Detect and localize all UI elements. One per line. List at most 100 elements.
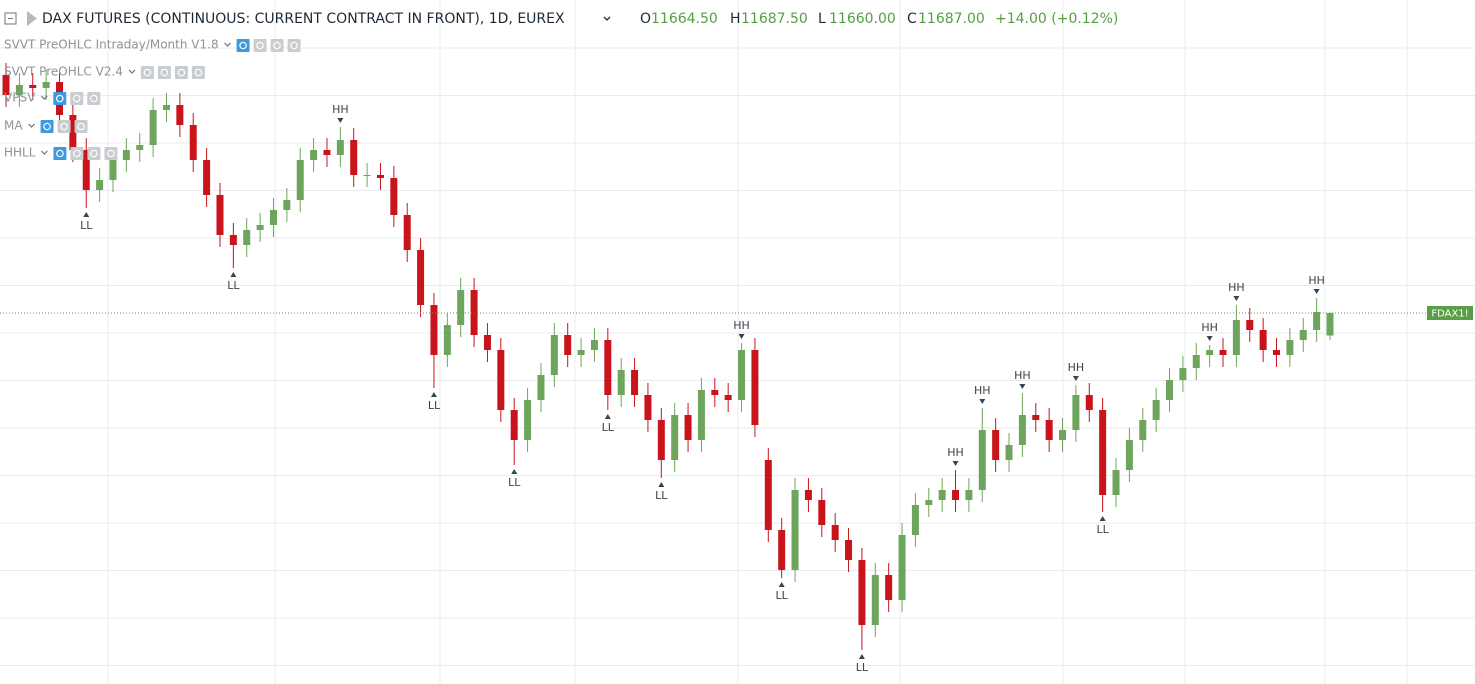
marker-arrow [604, 414, 611, 419]
candle-body [831, 525, 839, 540]
indicator-dropdown[interactable] [40, 150, 48, 155]
marker-arrow [511, 469, 518, 474]
indicator-button-glyph [290, 41, 298, 50]
indicator-button[interactable] [70, 92, 84, 105]
indicator-button[interactable] [270, 39, 284, 52]
candle-body [336, 140, 344, 155]
indicator-button[interactable] [57, 120, 71, 133]
indicator-dropdown[interactable] [224, 42, 232, 47]
candle-body [376, 175, 384, 178]
candle-body [1299, 330, 1307, 340]
indicator-button-glyph [107, 149, 115, 158]
indicator-dropdown[interactable] [28, 123, 35, 128]
pivot-label: HH [1228, 281, 1245, 294]
candle-body [216, 195, 224, 235]
ohlc-name: C [907, 11, 917, 27]
indicator-button-glyph [143, 68, 152, 77]
candle-body [871, 575, 879, 625]
candle-body [430, 305, 438, 355]
indicator-button-glyph [273, 41, 281, 50]
indicator-button[interactable] [140, 66, 154, 79]
indicator-row: MA [4, 119, 88, 133]
indicator-button-glyph [90, 149, 98, 158]
candle-body [1045, 420, 1053, 440]
price-tag: FDAX1! [1431, 309, 1468, 320]
candle-body [497, 350, 505, 410]
marker-arrow [1019, 384, 1026, 389]
indicator-button[interactable] [87, 147, 101, 160]
candle-body [711, 390, 719, 395]
candle-body [791, 490, 799, 570]
title-dropdown[interactable] [603, 16, 611, 21]
candle-body [537, 375, 545, 400]
candle-body [1286, 340, 1294, 355]
marker-arrow [979, 399, 986, 404]
candle-body [738, 350, 746, 400]
indicator-row: VPSV [4, 91, 101, 105]
candle-body [189, 125, 197, 160]
candle-body [310, 150, 318, 160]
candle-body [992, 430, 1000, 460]
indicator-button[interactable] [53, 147, 67, 160]
indicator-dropdown[interactable] [40, 95, 48, 100]
candle-body [256, 225, 264, 230]
marker-arrow [738, 334, 745, 339]
candle-body [1166, 380, 1174, 400]
candle-body [243, 230, 251, 245]
collapse-icon[interactable] [4, 12, 17, 25]
indicator-row: SVVT PreOHLC V2.4 [4, 65, 205, 79]
marker-arrow [83, 212, 90, 217]
candle-body [644, 395, 652, 420]
candle-body [109, 160, 117, 180]
candle-body [925, 500, 933, 505]
candle-body [858, 560, 866, 625]
indicator-button[interactable] [74, 120, 88, 133]
pivot-label: LL [602, 421, 615, 434]
indicator-button[interactable] [174, 66, 188, 79]
candle-body [577, 350, 585, 355]
indicator-button[interactable] [253, 39, 267, 52]
chart-title: DAX FUTURES (CONTINUOUS: CURRENT CONTRAC… [42, 11, 565, 27]
indicator-button-glyph [256, 41, 264, 50]
indicator-button[interactable] [191, 66, 205, 79]
indicator-button[interactable] [40, 120, 54, 133]
candle-body [898, 535, 906, 600]
marker-arrow [1072, 376, 1079, 381]
change: +14.00 (+0.12%) [995, 11, 1118, 27]
price-tag-box [1427, 306, 1473, 320]
ohlc-name: O [640, 11, 651, 27]
candle-body [524, 400, 532, 440]
marker-arrow [952, 461, 959, 466]
candle-body [1099, 410, 1107, 495]
indicator-button[interactable] [70, 147, 84, 160]
indicator-dropdown[interactable] [128, 69, 136, 74]
candle-body [684, 415, 692, 440]
ohlc-value: 11660.00 [829, 11, 896, 27]
indicator-button[interactable] [53, 92, 67, 105]
candle-body [1219, 350, 1227, 355]
candle-body [564, 335, 572, 355]
candle-body [938, 490, 946, 500]
header: DAX FUTURES (CONTINUOUS: CURRENT CONTRAC… [4, 11, 1118, 27]
candle-body [69, 115, 77, 150]
indicator-button[interactable] [87, 92, 101, 105]
indicator-button[interactable] [104, 147, 118, 160]
candle-body [269, 210, 277, 225]
candle-body [15, 85, 23, 95]
flag-icon[interactable] [27, 11, 37, 26]
indicator-name: MA [4, 119, 23, 133]
candle-body [1152, 400, 1160, 420]
candle-body [417, 250, 425, 305]
indicator-button[interactable] [236, 39, 250, 52]
candle-body [1085, 395, 1093, 410]
indicator-button[interactable] [157, 66, 171, 79]
ohlc-value: 11664.50 [651, 11, 718, 27]
marker-arrow [1233, 296, 1240, 301]
pivot-label: LL [1097, 523, 1110, 536]
indicator-button-glyph [43, 122, 51, 131]
candle-body [1246, 320, 1254, 330]
indicator-button[interactable] [287, 39, 301, 52]
indicator-button-glyph [56, 149, 64, 158]
